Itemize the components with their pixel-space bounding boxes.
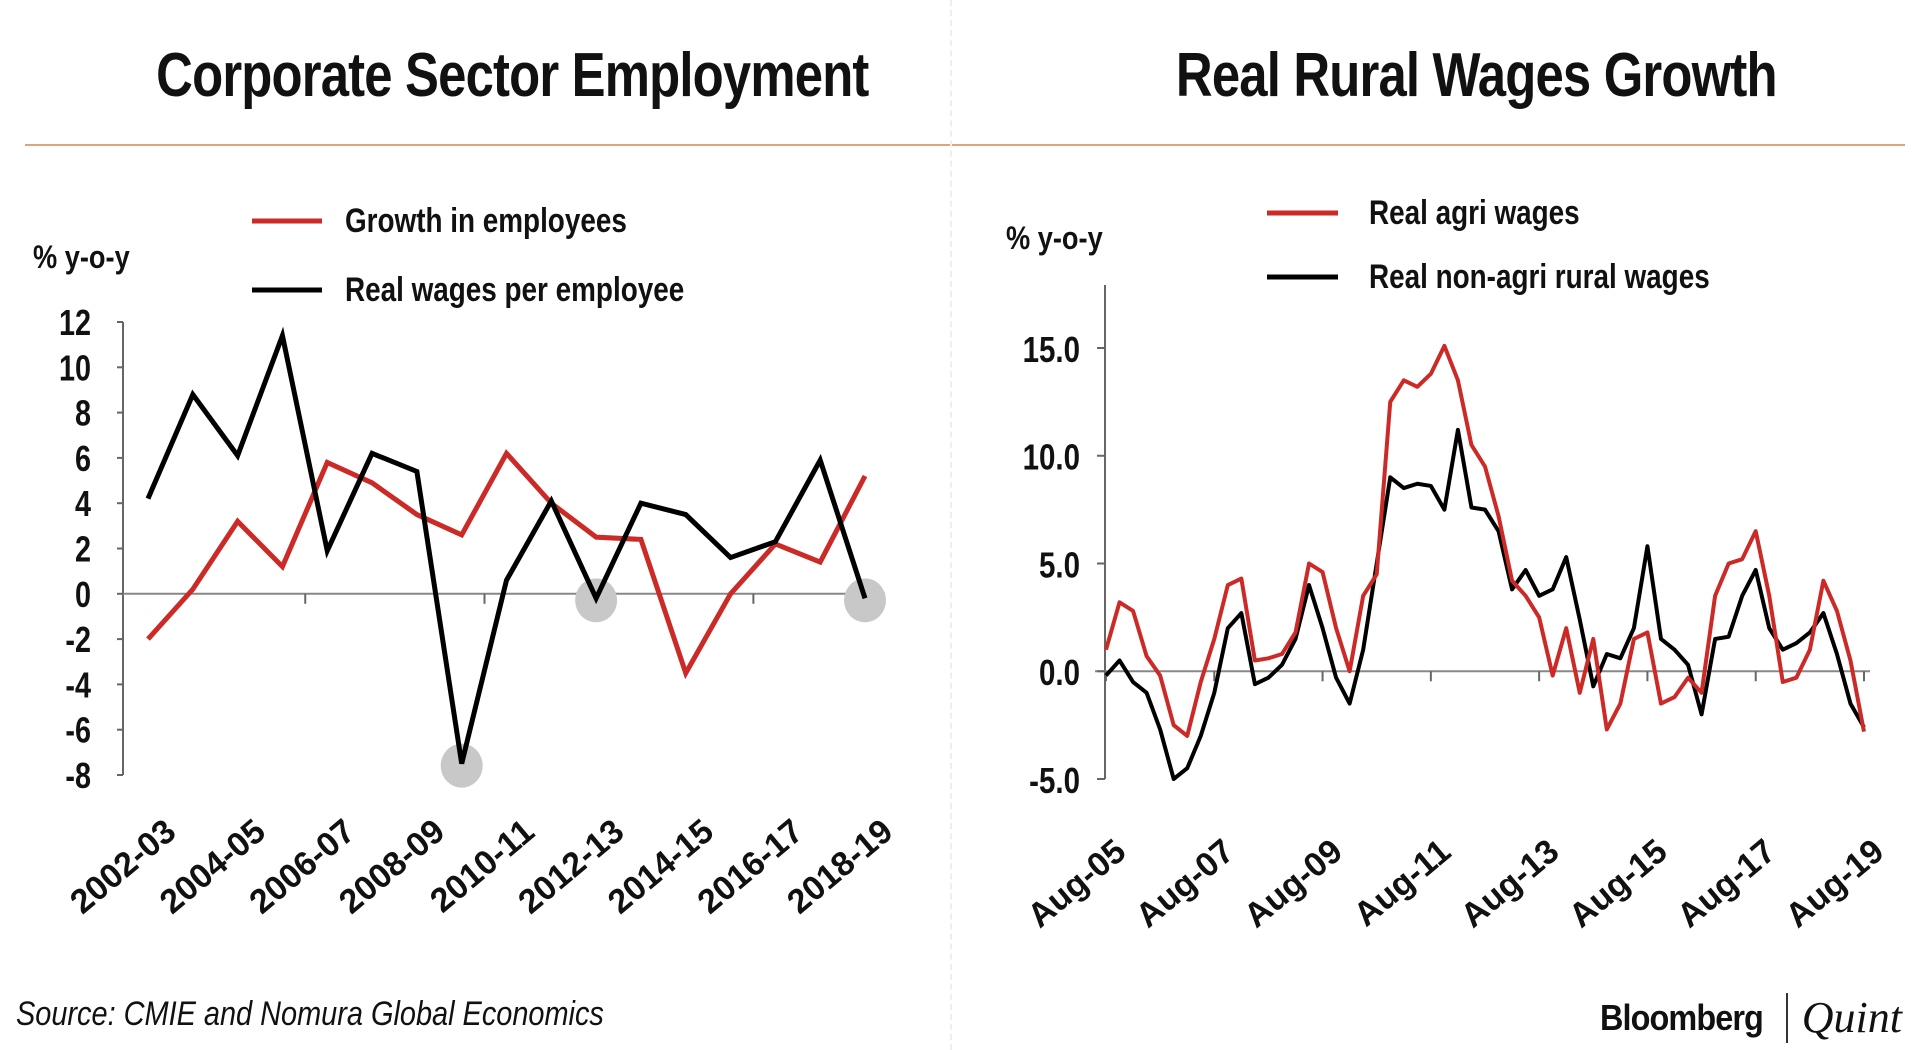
left-y-tick-label: 10 (59, 347, 91, 388)
left-y-tick-label: -6 (65, 710, 91, 751)
right-x-tick-label: Aug-11 (1347, 832, 1458, 934)
right-series-line (1104, 343, 1866, 738)
bloomberg-quint-logo: Bloomberg Quint (1591, 992, 1902, 1043)
right-y-tick-label: -5.0 (1029, 760, 1080, 800)
left-legend-label: Real wages per employee (345, 270, 684, 308)
left-y-tick-label: 6 (75, 438, 91, 479)
left-y-tick-label: -2 (65, 619, 91, 660)
right-x-tick-label: Aug-15 (1562, 832, 1675, 935)
right-x-tick-label: Aug-05 (1020, 832, 1133, 935)
highlight-marker (440, 743, 483, 788)
right-y-tick-label: 0.0 (1039, 652, 1080, 692)
right-legend-label: Real agri wages (1369, 193, 1580, 231)
title-rule (25, 144, 1905, 146)
left-series-line-growth-employees (146, 449, 868, 680)
right-y-tick-label: 5.0 (1039, 545, 1080, 585)
right-y-axis-title: % y-o-y (1006, 221, 1103, 257)
right-x-tick-label: Aug-19 (1778, 832, 1891, 935)
left-legend-label: Growth in employees (345, 201, 627, 239)
right-series-line (1104, 427, 1866, 781)
right-y-tick-label: 15.0 (1023, 329, 1080, 369)
left-y-tick-label: 4 (75, 483, 91, 524)
right-chart-title: Real Rural Wages Growth (1175, 41, 1778, 110)
logo-quint: Quint (1801, 993, 1902, 1042)
right-legend-label: Real non-agri rural wages (1369, 257, 1710, 295)
left-y-tick-label: 2 (75, 528, 91, 569)
left-y-tick-label: -8 (65, 755, 91, 796)
right-x-tick-label: Aug-17 (1670, 832, 1783, 935)
right-x-tick-label: Aug-09 (1237, 832, 1350, 935)
right-x-tick-label: Aug-07 (1129, 832, 1242, 935)
panel-divider (950, 0, 952, 1050)
left-y-tick-label: 12 (59, 302, 91, 343)
left-series-line-real-wages (145, 326, 868, 765)
left-y-axis-title: % y-o-y (33, 240, 130, 276)
logo-bloomberg: Bloomberg (1599, 996, 1764, 1038)
right-y-tick-label: 10.0 (1023, 437, 1080, 477)
source-note: Source: CMIE and Nomura Global Economics (16, 995, 604, 1033)
highlight-marker (844, 578, 886, 623)
right-x-tick-label: Aug-13 (1454, 832, 1567, 935)
left-y-tick-label: -4 (65, 664, 91, 705)
left-y-tick-label: 8 (75, 392, 91, 433)
left-chart-title: Corporate Sector Employment (156, 41, 869, 110)
logo-separator (1785, 992, 1788, 1043)
left-y-tick-label: 0 (75, 574, 91, 615)
